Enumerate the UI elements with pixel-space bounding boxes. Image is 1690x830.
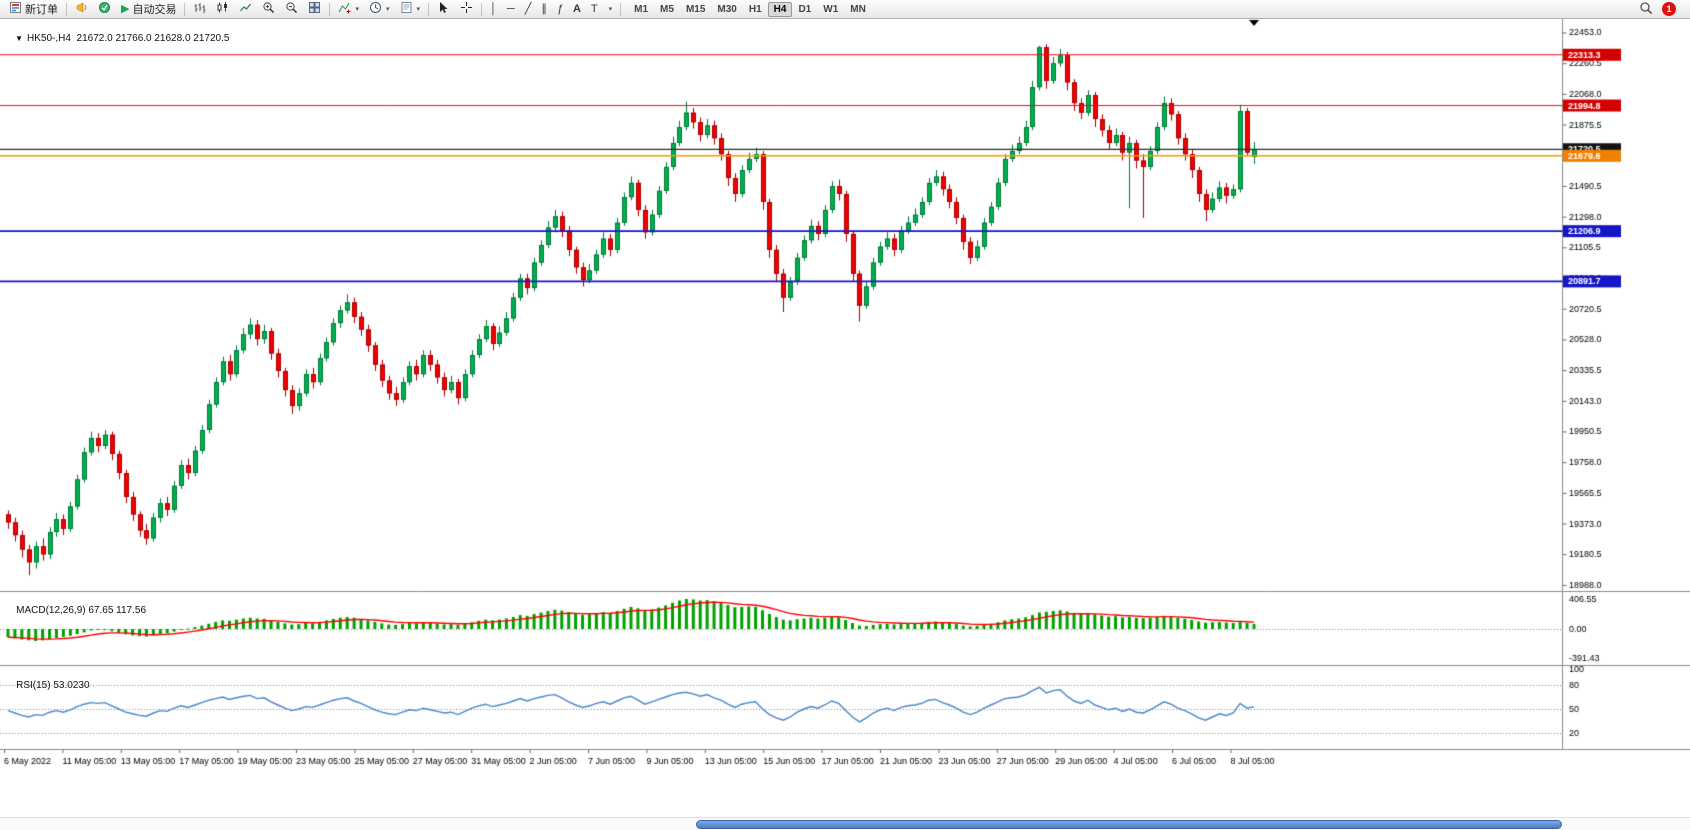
- notification-badge[interactable]: 1: [1662, 2, 1676, 16]
- timeframe-m30[interactable]: M30: [717, 3, 737, 15]
- zoom-out-icon: [285, 1, 298, 17]
- macd-name: MACD(12,26,9): [16, 605, 86, 616]
- rsi-value: 53.0230: [53, 680, 90, 691]
- toolbar-separator: [620, 2, 622, 16]
- channel-icon: ∥: [541, 2, 547, 15]
- auto-trading-label: 自动交易: [132, 4, 177, 16]
- timeframe-h4[interactable]: H4: [767, 1, 793, 17]
- indicators-icon: [338, 1, 351, 17]
- toolbar-separator: [66, 2, 67, 16]
- rsi-indicator-label: RSI(15) 53.0230: [5, 669, 90, 702]
- check-circle-icon: [98, 1, 111, 17]
- trendline-icon: ╱: [524, 2, 532, 15]
- search-icon[interactable]: [1639, 1, 1653, 18]
- strategy-check-button[interactable]: [93, 1, 116, 18]
- chart-ohlc-header: ▼ HK50-,H4 21672.0 21766.0 21628.0 21720.…: [4, 22, 229, 55]
- main-toolbar: 新订单 ▶ 自动交易 ▾ ▾ ▾: [0, 0, 1690, 19]
- fibonacci-icon: ƒ: [556, 2, 563, 15]
- vertical-line-button[interactable]: │: [485, 1, 502, 18]
- bar-chart-icon: [193, 1, 206, 17]
- timeframe-h1[interactable]: H1: [748, 3, 762, 15]
- zoom-in-button[interactable]: [257, 1, 280, 18]
- alerts-button[interactable]: [70, 1, 93, 18]
- candlestick-chart-button[interactable]: [211, 1, 234, 18]
- templates-button[interactable]: ▾: [395, 1, 426, 18]
- label-icon: T: [590, 2, 598, 15]
- candlestick-icon: [216, 1, 229, 17]
- tile-windows-button[interactable]: [303, 1, 326, 18]
- horizontal-line-icon: ─: [506, 2, 515, 15]
- crosshair-icon: [460, 1, 473, 17]
- fibonacci-button[interactable]: ƒ: [552, 1, 568, 18]
- tile-windows-icon: [308, 1, 321, 17]
- toolbar-separator: [481, 2, 483, 16]
- timeframe-m15[interactable]: M15: [685, 3, 706, 15]
- macd-values: 67.65 117.56: [88, 605, 147, 616]
- symbol-ohlc-values: 21672.0 21766.0 21628.0 21720.5: [76, 33, 230, 44]
- bar-chart-button[interactable]: [188, 1, 211, 18]
- horn-icon: [75, 1, 88, 17]
- symbol-title: HK50-,H4: [27, 33, 71, 44]
- horizontal-scrollbar[interactable]: [0, 817, 1690, 830]
- zoom-in-icon: [262, 1, 275, 17]
- clock-icon: [369, 1, 382, 17]
- auto-trading-button[interactable]: ▶ 自动交易: [116, 1, 181, 18]
- price-chart-canvas[interactable]: [0, 19, 1690, 830]
- crosshair-button[interactable]: [455, 1, 478, 18]
- cursor-icon: [437, 1, 450, 17]
- toolbar-separator: [428, 2, 430, 16]
- channel-button[interactable]: ∥: [536, 1, 552, 18]
- timeframe-m5[interactable]: M5: [660, 3, 674, 15]
- zoom-out-button[interactable]: [280, 1, 303, 18]
- chevron-down-icon: ▾: [355, 6, 359, 13]
- chevron-down-icon: ▾: [416, 6, 421, 13]
- scrollbar-thumb[interactable]: [696, 820, 1562, 829]
- chevron-down-icon: ▾: [608, 6, 613, 13]
- text-icon: A: [572, 2, 581, 15]
- timeframe-w1[interactable]: W1: [823, 3, 839, 15]
- line-chart-button[interactable]: [234, 1, 257, 18]
- rsi-name: RSI(15): [16, 680, 51, 691]
- template-icon: [400, 1, 413, 17]
- indicators-button[interactable]: ▾: [333, 1, 364, 18]
- horizontal-line-button[interactable]: ─: [502, 1, 520, 18]
- chevron-down-icon: ▾: [385, 6, 390, 13]
- new-order-label: 新订单: [25, 4, 58, 16]
- new-order-button[interactable]: 新订单: [4, 1, 63, 18]
- timeframe-mn[interactable]: MN: [850, 3, 866, 15]
- timeframe-m1[interactable]: M1: [634, 3, 649, 15]
- draw-tools-button[interactable]: ▾: [603, 1, 618, 18]
- timeframe-group: M1 M5 M15 M30 H1 H4 D1 W1 MN: [628, 1, 872, 17]
- cursor-button[interactable]: [432, 1, 455, 18]
- trendline-button[interactable]: ╱: [520, 1, 537, 18]
- text-button[interactable]: A: [568, 1, 586, 18]
- toolbar-separator: [329, 2, 331, 16]
- new-order-icon: [9, 1, 22, 17]
- toolbar-right-group: 1: [1639, 1, 1686, 18]
- macd-indicator-label: MACD(12,26,9) 67.65 117.56: [5, 594, 146, 627]
- timeframe-d1[interactable]: D1: [798, 3, 812, 15]
- vertical-line-icon: │: [490, 2, 497, 15]
- toolbar-separator: [184, 2, 186, 16]
- play-icon: ▶: [121, 2, 130, 15]
- chart-window: ▼ HK50-,H4 21672.0 21766.0 21628.0 21720.…: [0, 19, 1690, 830]
- periods-button[interactable]: ▾: [364, 1, 395, 18]
- line-chart-icon: [239, 1, 252, 17]
- label-button[interactable]: T: [586, 1, 603, 18]
- one-click-trading-toggle[interactable]: ▼: [15, 34, 24, 43]
